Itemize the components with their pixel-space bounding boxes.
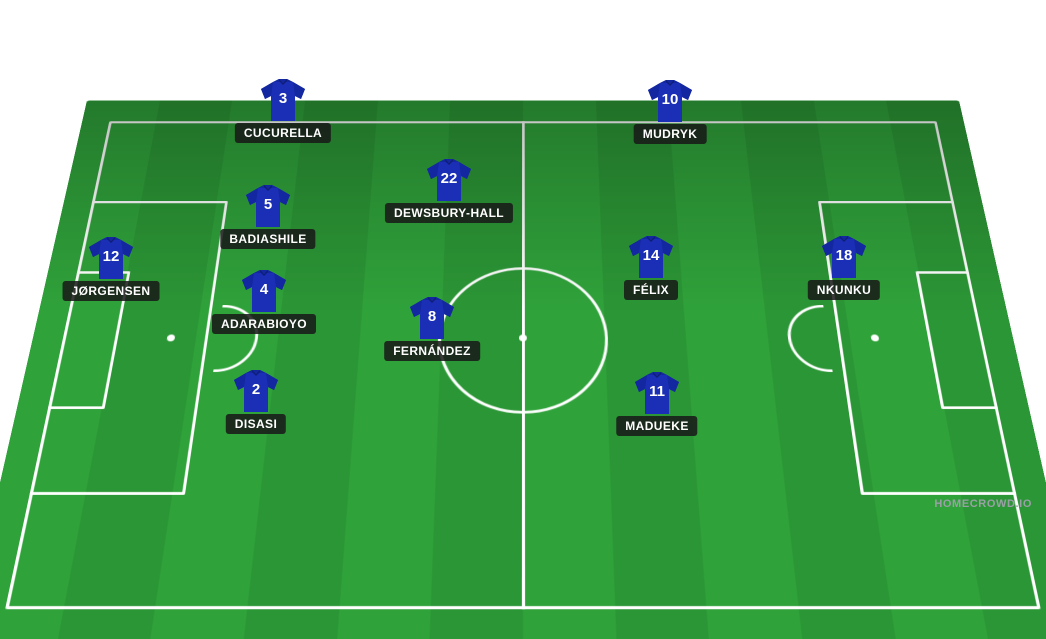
player-name-label: MUDRYK [634,124,707,144]
svg-text:12: 12 [103,248,120,265]
shirt-icon: 5 [244,185,292,229]
player-name-label: CUCURELLA [235,123,331,143]
player-name-label: NKUNKU [808,280,880,300]
player-marker[interactable]: 8 FERNÁNDEZ [397,297,467,341]
svg-text:11: 11 [649,383,665,400]
shirt-icon: 10 [646,80,694,124]
player-marker[interactable]: 14 FÉLIX [616,236,686,280]
shirt-icon: 11 [633,372,681,416]
svg-text:3: 3 [279,90,287,107]
player-name-label: ADARABIOYO [212,314,316,334]
player-name-label: MADUEKE [616,416,697,436]
svg-text:14: 14 [643,247,660,264]
svg-text:2: 2 [252,381,260,398]
shirt-icon: 4 [240,270,288,314]
svg-text:8: 8 [428,308,436,325]
player-marker[interactable]: 2 DISASI [221,370,291,414]
shirt-icon: 14 [627,236,675,280]
shirt-icon: 2 [232,370,280,414]
svg-text:10: 10 [662,91,679,108]
svg-text:5: 5 [264,196,272,213]
player-marker[interactable]: 10 MUDRYK [635,80,705,124]
player-marker[interactable]: 4 ADARABIOYO [229,270,299,314]
player-name-label: BADIASHILE [220,229,315,249]
svg-text:4: 4 [260,281,269,298]
shirt-icon: 12 [87,237,135,281]
pitch-3d-wrap [0,101,1046,639]
player-marker[interactable]: 5 BADIASHILE [233,185,303,229]
player-name-label: DISASI [226,414,286,434]
player-name-label: FERNÁNDEZ [384,341,480,361]
player-marker[interactable]: 3 CUCURELLA [248,79,318,123]
player-marker[interactable]: 22 DEWSBURY-HALL [414,159,484,203]
watermark: HOMECROWD.IO [934,498,1032,510]
player-name-label: JØRGENSEN [63,281,160,301]
shirt-icon: 8 [408,297,456,341]
player-marker[interactable]: 18 NKUNKU [809,236,879,280]
shirt-icon: 3 [259,79,307,123]
pitch-scene [0,0,1046,518]
svg-text:18: 18 [836,247,853,264]
shirt-icon: 18 [820,236,868,280]
player-marker[interactable]: 11 MADUEKE [622,372,692,416]
svg-text:22: 22 [441,170,458,187]
shirt-icon: 22 [425,159,473,203]
player-name-label: FÉLIX [624,280,678,300]
football-pitch [0,101,1046,639]
player-marker[interactable]: 12 JØRGENSEN [76,237,146,281]
player-name-label: DEWSBURY-HALL [385,203,513,223]
